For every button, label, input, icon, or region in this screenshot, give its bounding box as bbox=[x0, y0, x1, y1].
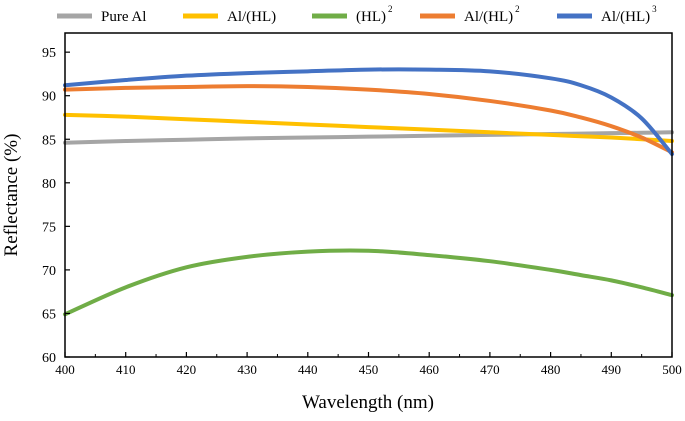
legend-item: Pure Al bbox=[57, 9, 146, 25]
x-tick-label: 470 bbox=[480, 362, 500, 377]
legend-item: (HL) 2 bbox=[312, 4, 393, 25]
legend-superscript: 2 bbox=[388, 4, 393, 14]
legend-superscript: 2 bbox=[515, 4, 520, 14]
x-tick-label: 460 bbox=[419, 362, 439, 377]
legend-label: Pure Al bbox=[101, 9, 146, 25]
x-tick-label: 420 bbox=[177, 362, 197, 377]
y-tick-label: 90 bbox=[42, 90, 56, 105]
x-tick-label: 490 bbox=[602, 362, 622, 377]
legend-label: Al/(HL) bbox=[227, 9, 276, 25]
x-axis-ticks: 400 410 420 430 440 450 460 470 480 490 500 bbox=[55, 352, 682, 377]
y-tick-label: 80 bbox=[42, 177, 56, 192]
series-line-1 bbox=[63, 112, 674, 143]
x-tick-label: 400 bbox=[55, 362, 75, 377]
y-tick-label: 95 bbox=[42, 46, 56, 61]
series-line-0 bbox=[63, 130, 674, 145]
legend-label: Al/(HL) bbox=[601, 9, 650, 25]
series-line-4 bbox=[63, 67, 674, 157]
legend-item: Al/(HL) bbox=[183, 9, 276, 25]
y-tick-label: 65 bbox=[42, 307, 56, 322]
y-tick-label: 60 bbox=[42, 351, 56, 366]
y-tick-label: 85 bbox=[42, 133, 56, 148]
x-tick-label: 430 bbox=[237, 362, 257, 377]
x-tick-label: 440 bbox=[298, 362, 318, 377]
x-tick-label: 450 bbox=[359, 362, 379, 377]
legend-label: Al/(HL) bbox=[464, 9, 513, 25]
y-tick-label: 75 bbox=[42, 220, 56, 235]
series-line-3 bbox=[63, 84, 674, 155]
legend-item: Al/(HL) 2 bbox=[420, 4, 520, 25]
series-lines bbox=[63, 67, 674, 317]
y-axis-label: Reflectance (%) bbox=[1, 134, 22, 257]
legend-superscript: 3 bbox=[652, 4, 657, 14]
legend: Pure Al Al/(HL) (HL) 2 Al/(HL) 2 Al/(HL) 3 bbox=[57, 4, 657, 25]
x-tick-label: 500 bbox=[662, 362, 682, 377]
series-line-2 bbox=[63, 248, 674, 317]
y-axis-ticks: 60 65 70 75 80 85 90 95 bbox=[42, 46, 70, 366]
x-tick-label: 480 bbox=[541, 362, 561, 377]
x-axis-label: Wavelength (nm) bbox=[302, 392, 434, 413]
legend-item: Al/(HL) 3 bbox=[557, 4, 657, 25]
plot-frame bbox=[64, 32, 673, 358]
x-tick-label: 410 bbox=[116, 362, 136, 377]
y-tick-label: 70 bbox=[42, 264, 56, 279]
legend-label: (HL) bbox=[356, 9, 386, 25]
